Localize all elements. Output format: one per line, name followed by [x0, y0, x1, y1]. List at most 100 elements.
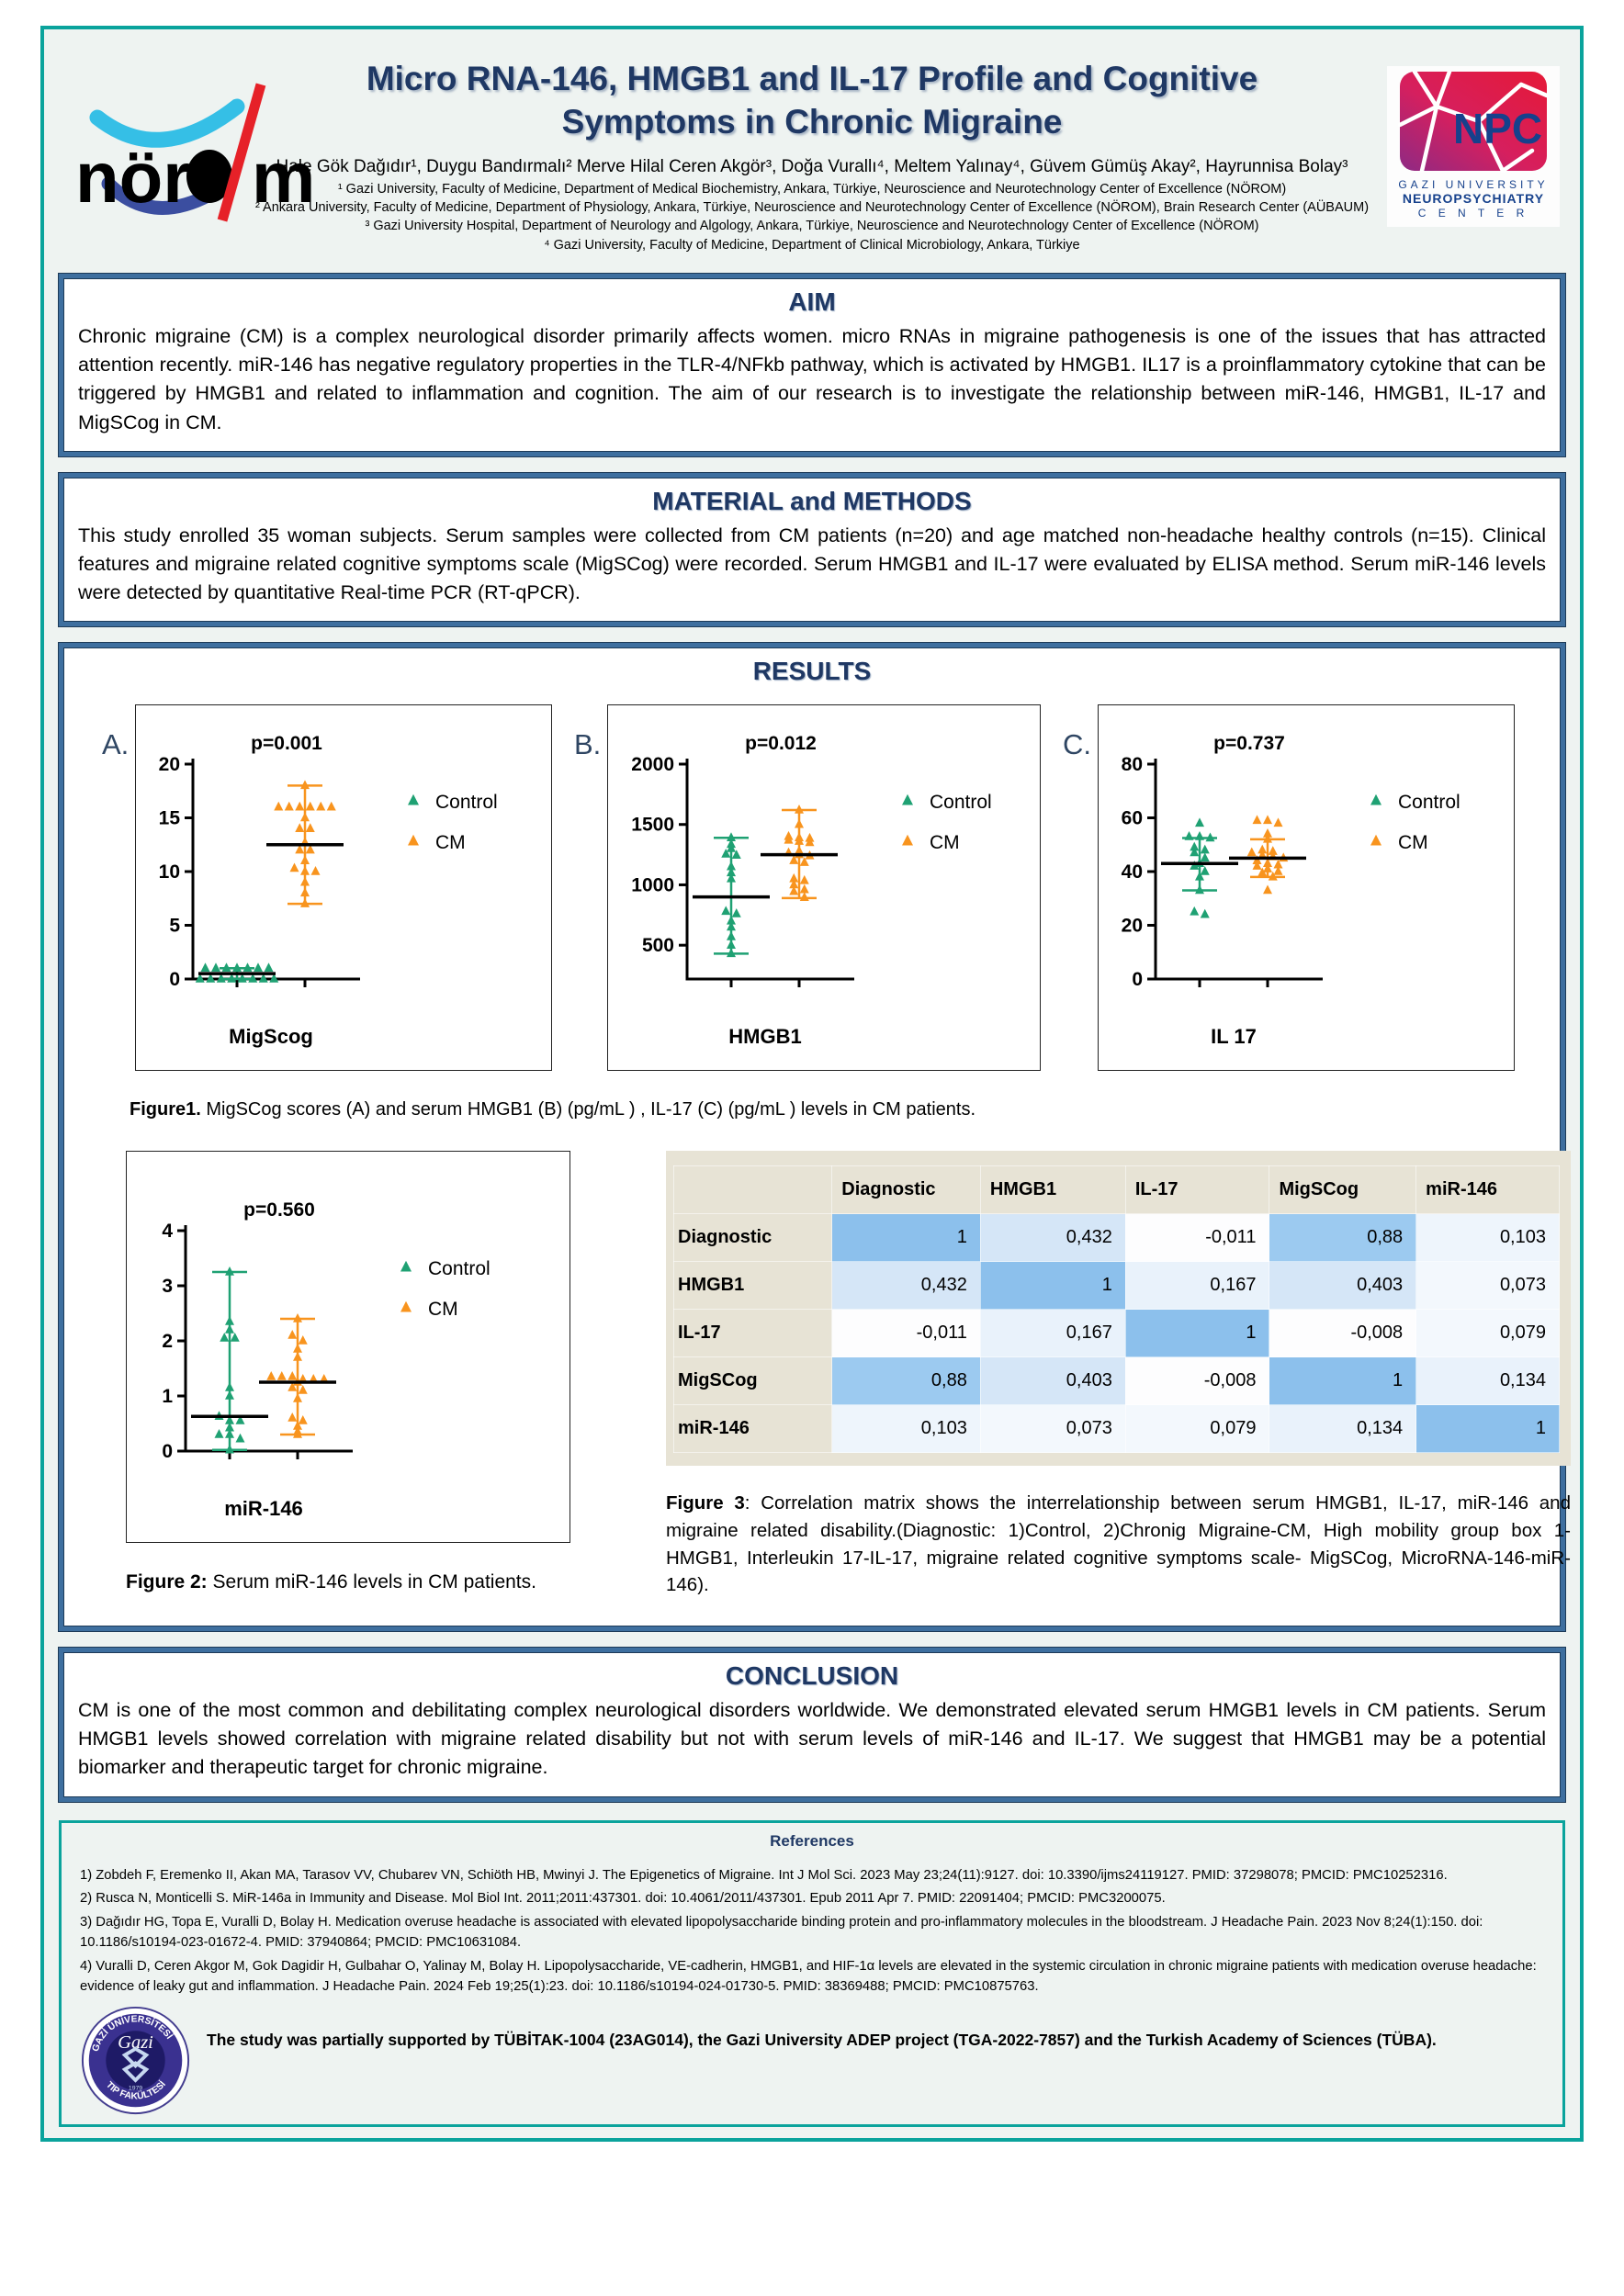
- matrix-row-label: miR-146: [672, 1404, 833, 1454]
- matrix-cell: 0,103: [1415, 1213, 1560, 1263]
- svg-text:miR-146: miR-146: [224, 1497, 303, 1520]
- panel-a-letter: A.: [102, 728, 130, 761]
- svg-text:Control: Control: [428, 1258, 491, 1279]
- norom-o-dot: [186, 150, 232, 203]
- npc-line3: C E N T E R: [1418, 207, 1529, 219]
- seal-year: 1979: [129, 2085, 142, 2091]
- norom-cyan-arc: [89, 98, 245, 148]
- gazi-university-seal: GAZİ ÜNİVERSİTESİ TIP FAKÜLTESİ Gazi 197…: [81, 2006, 190, 2114]
- svg-text:Control: Control: [930, 792, 992, 813]
- matrix-row: HMGB1 0,432 1 0,167 0,403 0,073: [672, 1261, 1560, 1311]
- matrix-cell: 0,079: [1415, 1309, 1560, 1358]
- norom-blue-arc: [101, 176, 217, 215]
- matrix-column-header: miR-146: [1415, 1165, 1560, 1215]
- conclusion-body: CM is one of the most common and debilit…: [78, 1699, 1546, 1779]
- panel-c-letter: C.: [1063, 728, 1091, 761]
- svg-text:2000: 2000: [632, 754, 675, 775]
- matrix-cell: 0,432: [831, 1261, 981, 1311]
- svg-text:HMGB1: HMGB1: [729, 1025, 802, 1048]
- matrix-cell: 0,134: [1415, 1356, 1560, 1406]
- norom-text-m: m: [252, 137, 315, 218]
- references-section: References 1) Zobdeh F, Eremenko II, Aka…: [59, 1819, 1565, 2127]
- matrix-row: IL-17 -0,011 0,167 1 -0,008 0,079: [672, 1309, 1560, 1358]
- authors-line: Hale Gök Dağıdır¹, Duygu Bandırmalı² Mer…: [276, 156, 1348, 176]
- chart-d-box: 0 1 2 3 4 p=0.560 miR-146 Control CM: [126, 1151, 570, 1544]
- svg-text:CM: CM: [435, 832, 466, 853]
- chart-b-box: 500 1000 1500 2000 p=0.012 HMGB1 Control CM: [607, 704, 1042, 1072]
- matrix-column-header: MigSCog: [1269, 1165, 1417, 1215]
- matrix-row: MigSCog 0,88 0,403 -0,008 1 0,134: [672, 1356, 1560, 1406]
- matrix-cell: 0,432: [979, 1213, 1126, 1263]
- poster-title-line2: Symptoms in Chronic Migraine: [561, 103, 1063, 141]
- matrix-cell: 1: [1269, 1356, 1417, 1406]
- figure2-label: Figure 2:: [126, 1571, 208, 1593]
- results-title: RESULTS: [752, 657, 872, 686]
- poster-title-line1: Micro RNA-146, HMGB1 and IL-17 Profile a…: [366, 60, 1258, 97]
- svg-text:15: 15: [159, 808, 181, 829]
- methods-title: MATERIAL and METHODS: [652, 486, 972, 515]
- matrix-cell: 0,167: [1124, 1261, 1270, 1311]
- matrix-cell: 0,073: [1415, 1261, 1560, 1311]
- matrix-cell: 0,073: [979, 1404, 1126, 1454]
- chart-c-box: 0 20 40 60 80 p=0.737 IL 17 Control CM: [1098, 704, 1515, 1072]
- conclusion-section: CONCLUSION CM is one of the most common …: [59, 1648, 1565, 1802]
- matrix-cell: -0,011: [831, 1309, 981, 1358]
- panel-c: C. 0 20 40 60 80 p=0.737 IL 17 Control CM: [1063, 704, 1515, 1072]
- panel-b: B. 500 1000 1500 2000 p=0.012 HMGB1 Control CM: [574, 704, 1042, 1072]
- reference-item-3: 3) Dağıdır HG, Topa E, Vuralli D, Bolay …: [80, 1914, 1483, 1951]
- aim-body: Chronic migraine (CM) is a complex neuro…: [78, 325, 1546, 433]
- svg-text:0: 0: [1132, 969, 1143, 990]
- svg-text:p=0.012: p=0.012: [745, 733, 817, 754]
- svg-text:2: 2: [162, 1331, 173, 1352]
- npc-line1: GAZI UNIVERSITY: [1398, 178, 1548, 191]
- results-section: RESULTS A. 0 5 10 15 20 p=0.001 MigScog Control…: [59, 643, 1571, 1632]
- svg-text:Control: Control: [435, 792, 498, 813]
- npc-logo-image: NPC GAZI UNIVERSITY NEUROPSYCHIATRY C E …: [1397, 69, 1550, 219]
- figure3-label: Figure 3: [666, 1492, 745, 1514]
- results-charts-row: A. 0 5 10 15 20 p=0.001 MigScog Control CM B. 50…: [78, 692, 1546, 1072]
- figure2-caption: Figure 2: Serum miR-146 levels in CM pat…: [126, 1569, 565, 1596]
- norom-logo-image: nör m: [75, 83, 315, 222]
- svg-text:20: 20: [1122, 916, 1143, 937]
- aim-section: AIM Chronic migraine (CM) is a complex n…: [59, 274, 1565, 456]
- matrix-row: Diagnostic 1 0,432 -0,011 0,88 0,103: [672, 1213, 1560, 1263]
- npc-neuron-branches: [1397, 69, 1550, 174]
- matrix-cell: 0,88: [1269, 1213, 1417, 1263]
- matrix-column-header: Diagnostic: [831, 1165, 981, 1215]
- affiliation-4: ⁴ Gazi University, Faculty of Medicine, …: [544, 237, 1080, 253]
- correlation-matrix: Diagnostic HMGB1 IL-17 MigSCog miR-146 Diagno…: [666, 1151, 1571, 1467]
- matrix-cell: 0,079: [1124, 1404, 1270, 1454]
- chart-a-box: 0 5 10 15 20 p=0.001 MigScog Control CM: [135, 704, 553, 1072]
- svg-text:p=0.737: p=0.737: [1213, 733, 1285, 754]
- matrix-cell: 1: [1124, 1309, 1270, 1358]
- seal-knot-motif: [121, 2046, 150, 2083]
- norom-text-nor: nör: [75, 137, 191, 218]
- results-bottom-row: 0 1 2 3 4 p=0.560 miR-146 Control CM Figure 2: S…: [78, 1123, 1571, 1599]
- matrix-cell: -0,008: [1124, 1356, 1270, 1406]
- panel-b-letter: B.: [574, 728, 602, 761]
- affiliation-2: ² Ankara University, Faculty of Medicine…: [254, 200, 1370, 216]
- svg-text:CM: CM: [428, 1299, 458, 1320]
- matrix-corner-cell: [672, 1165, 833, 1215]
- references-title: References: [770, 1831, 854, 1850]
- figure2-text: Serum miR-146 levels in CM patients.: [207, 1571, 536, 1593]
- matrix-row-label: HMGB1: [672, 1261, 833, 1311]
- figure1-text: MigSCog scores (A) and serum HMGB1 (B) (…: [200, 1099, 976, 1120]
- svg-text:40: 40: [1122, 861, 1143, 883]
- npc-line2: NEUROPSYCHIATRY: [1403, 191, 1544, 206]
- funding-row: GAZİ ÜNİVERSİTESİ TIP FAKÜLTESİ Gazi 197…: [80, 2005, 1544, 2117]
- il17-scatter-chart: 0 20 40 60 80 p=0.737 IL 17 Control CM: [1122, 733, 1460, 1048]
- conclusion-title: CONCLUSION: [725, 1661, 899, 1691]
- svg-text:p=0.560: p=0.560: [243, 1199, 315, 1221]
- matrix-cell: 0,134: [1269, 1404, 1417, 1454]
- svg-text:Control: Control: [1398, 792, 1460, 813]
- figure1-label: Figure1.: [130, 1099, 201, 1120]
- svg-text:500: 500: [642, 935, 674, 956]
- affiliation-3: ³ Gazi University Hospital, Department o…: [365, 219, 1259, 234]
- svg-text:4: 4: [162, 1221, 173, 1242]
- matrix-header-row: Diagnostic HMGB1 IL-17 MigSCog miR-146: [672, 1165, 1560, 1215]
- svg-text:20: 20: [159, 754, 180, 775]
- svg-text:5: 5: [170, 916, 181, 937]
- figure1-caption: Figure1. MigSCog scores (A) and serum HM…: [130, 1097, 1546, 1123]
- svg-text:80: 80: [1122, 754, 1143, 775]
